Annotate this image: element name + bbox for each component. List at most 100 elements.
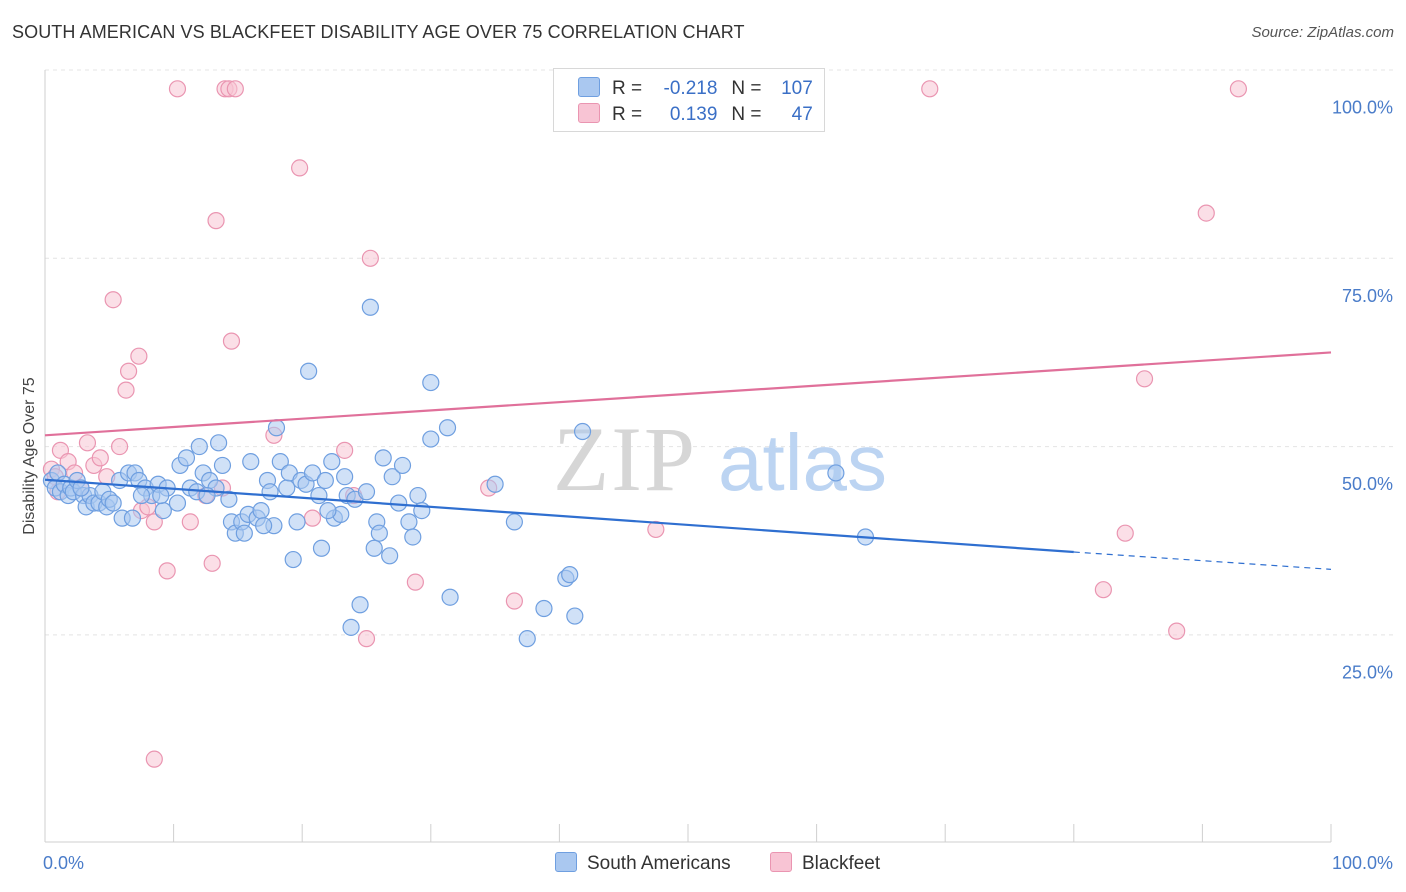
data-point: [827, 464, 845, 482]
data-point: [647, 520, 665, 539]
data-point: [342, 618, 360, 636]
r-label: R =: [612, 78, 643, 99]
blackfeet-legend-label: Blackfeet: [802, 853, 881, 874]
data-point: [168, 494, 187, 512]
blackfeet-r-value: 0.139: [669, 104, 718, 125]
data-point: [119, 362, 138, 380]
data-point: [145, 750, 163, 768]
data-point: [300, 362, 318, 380]
data-point: [383, 468, 401, 486]
data-point: [291, 159, 309, 177]
data-point: [1094, 581, 1112, 599]
chart-title: SOUTH AMERICAN VS BLACKFEET DISABILITY A…: [12, 22, 745, 42]
data-point: [123, 509, 142, 527]
data-point: [921, 80, 939, 98]
data-point: [271, 453, 289, 471]
data-point: [91, 449, 109, 467]
data-point: [312, 539, 331, 557]
data-point: [303, 464, 322, 482]
legend-item-south-americans[interactable]: South Americans: [555, 852, 731, 876]
legend-row-south-americans: R = -0.218 N = 107: [578, 77, 813, 101]
south-americans-points: [42, 298, 875, 648]
data-point: [573, 422, 592, 441]
data-point: [404, 528, 422, 546]
data-point: [1168, 622, 1186, 640]
data-point: [130, 347, 148, 365]
data-point: [351, 596, 369, 614]
data-point: [422, 430, 440, 448]
watermark-atlas: atlas: [718, 418, 887, 507]
data-point: [438, 419, 457, 437]
data-point: [288, 513, 306, 531]
n-label: N =: [731, 78, 762, 99]
data-point: [226, 80, 244, 98]
data-point: [381, 547, 399, 565]
data-point: [177, 449, 196, 467]
data-point: [145, 513, 163, 531]
data-point: [252, 502, 270, 520]
data-point: [365, 539, 383, 557]
data-point: [319, 502, 337, 520]
blackfeet-legend-swatch: [770, 852, 792, 872]
data-point: [323, 453, 341, 471]
data-point: [152, 486, 170, 505]
watermark: ZIP atlas: [553, 408, 887, 510]
data-point: [181, 513, 199, 531]
y-tick-label: 75.0%: [1342, 286, 1393, 306]
data-point: [310, 486, 328, 505]
data-point: [535, 599, 553, 618]
y-axis-label: Disability Age Over 75: [21, 377, 38, 535]
trend-lines: [44, 351, 1332, 570]
x-tick-label-min: 0.0%: [43, 853, 84, 873]
data-point: [203, 554, 221, 572]
tick-labels: 25.0% 50.0% 75.0% 100.0% 0.0% 100.0%: [43, 98, 1393, 873]
legend-row-blackfeet: R = 0.139 N = 47: [578, 103, 813, 127]
data-point: [566, 607, 584, 625]
data-point: [222, 332, 241, 350]
data-point: [210, 434, 228, 452]
data-point: [336, 441, 354, 459]
legend-item-blackfeet[interactable]: Blackfeet: [770, 852, 880, 876]
data-point: [78, 434, 97, 452]
data-point: [242, 453, 260, 471]
data-point: [409, 486, 427, 505]
data-point: [1229, 80, 1248, 98]
data-point: [370, 524, 388, 542]
data-point: [110, 437, 129, 456]
n-label: N =: [731, 104, 762, 125]
south-americans-r-value: -0.218: [663, 78, 718, 99]
data-point: [117, 381, 135, 399]
south-americans-n-value: 107: [781, 78, 813, 99]
data-point: [267, 419, 286, 437]
stats-legend: R = -0.218 N = 107 R = 0.139 N = 47: [553, 68, 825, 132]
data-point: [357, 630, 376, 648]
data-point: [261, 483, 279, 501]
data-point: [235, 524, 253, 542]
data-point: [505, 592, 523, 610]
blackfeet-n-value: 47: [791, 104, 813, 125]
data-point: [393, 456, 412, 475]
data-point: [518, 630, 536, 648]
data-point: [422, 373, 440, 392]
axis-layer: [44, 70, 1331, 843]
data-point: [400, 513, 418, 531]
data-point: [168, 80, 187, 98]
y-tick-label: 25.0%: [1342, 663, 1393, 683]
data-point: [303, 509, 322, 527]
data-point: [213, 456, 232, 475]
source-credit: Source: ZipAtlas.com: [1251, 24, 1394, 41]
data-point: [1135, 370, 1154, 388]
data-point: [357, 483, 376, 501]
data-point: [390, 494, 408, 512]
south-americans-trend-line: [44, 478, 1074, 554]
watermark-zip: ZIP: [553, 408, 697, 510]
data-point: [1116, 524, 1134, 542]
data-point: [158, 562, 176, 580]
data-point: [441, 588, 459, 606]
blackfeet-trend-line: [44, 351, 1332, 437]
data-point: [505, 513, 523, 531]
data-point: [374, 449, 392, 467]
x-tick-label-max: 100.0%: [1332, 853, 1393, 873]
y-tick-label: 100.0%: [1332, 98, 1393, 118]
